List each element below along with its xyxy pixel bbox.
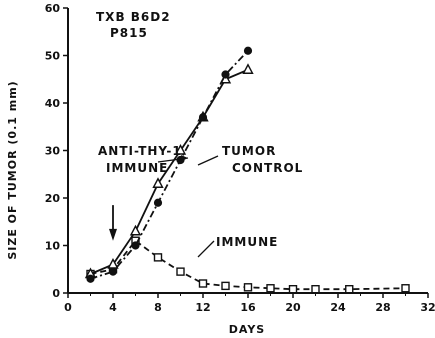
data-point — [153, 253, 163, 262]
data-point — [221, 281, 230, 291]
immune-label: IMMUNE — [216, 235, 278, 249]
immune-leader-line — [197, 240, 215, 258]
data-point — [266, 284, 275, 293]
y-axis-title: SIZE OF TUMOR (0.1 mm) — [6, 80, 19, 259]
data-point — [311, 285, 320, 294]
x-tick-label: 0 — [64, 301, 72, 314]
data-point — [86, 274, 95, 283]
x-tick-label: 24 — [330, 301, 346, 314]
data-point — [153, 198, 163, 207]
data-point — [176, 267, 185, 276]
x-tick-label: 8 — [154, 301, 162, 314]
annotation-leader-lines — [157, 155, 219, 258]
data-point — [243, 283, 253, 292]
anti-thy-1-leader-arrowhead — [181, 155, 188, 161]
series-line — [90, 68, 249, 275]
data-point — [345, 285, 354, 294]
x-tick-label: 28 — [375, 301, 390, 314]
y-tick-label: 10 — [45, 240, 61, 253]
x-axis-title: DAYS — [229, 323, 265, 336]
x-tick-label: 4 — [109, 301, 117, 314]
tumor-label: TUMOR — [222, 144, 276, 158]
x-tick-label: 32 — [420, 301, 435, 314]
data-point — [131, 241, 140, 250]
x-tick-label: 16 — [240, 301, 256, 314]
ticks: 0 4 8 12 16 20 24 28 32 0 10 20 30 40 50 60 — [45, 2, 435, 314]
y-tick-label: 60 — [45, 2, 61, 15]
series-circle — [86, 46, 253, 283]
x-tick-label: 12 — [195, 301, 210, 314]
data-point — [198, 279, 208, 288]
data-point — [243, 46, 253, 55]
y-tick-label: 20 — [45, 192, 61, 205]
data-point — [108, 267, 118, 276]
y-tick-label: 0 — [52, 287, 60, 300]
tumor-control-leader-line — [197, 155, 219, 166]
data-point — [152, 177, 164, 188]
chart-title-line-1: TXB B6D2 — [96, 10, 171, 24]
series-layer — [84, 46, 410, 294]
chart-title-line-2: P815 — [110, 26, 148, 40]
data-point — [288, 285, 298, 294]
control-label: CONTROL — [232, 161, 303, 175]
treatment-arrow-icon — [109, 228, 117, 241]
x-tick-label: 20 — [285, 301, 301, 314]
data-point — [174, 144, 187, 155]
data-point — [221, 70, 230, 79]
anti-thy-1-label: ANTI-THY-1 — [98, 144, 182, 158]
data-point — [198, 113, 208, 122]
anti-thy-1-immune-label: IMMUNE — [106, 161, 168, 175]
data-point — [401, 284, 410, 293]
y-tick-label: 40 — [45, 97, 61, 110]
data-point — [242, 63, 254, 74]
y-tick-label: 50 — [45, 50, 61, 63]
arrow-layer — [109, 205, 117, 241]
series-square — [86, 236, 410, 294]
y-tick-label: 30 — [45, 145, 61, 158]
series-line — [90, 50, 249, 280]
data-point — [129, 224, 142, 236]
